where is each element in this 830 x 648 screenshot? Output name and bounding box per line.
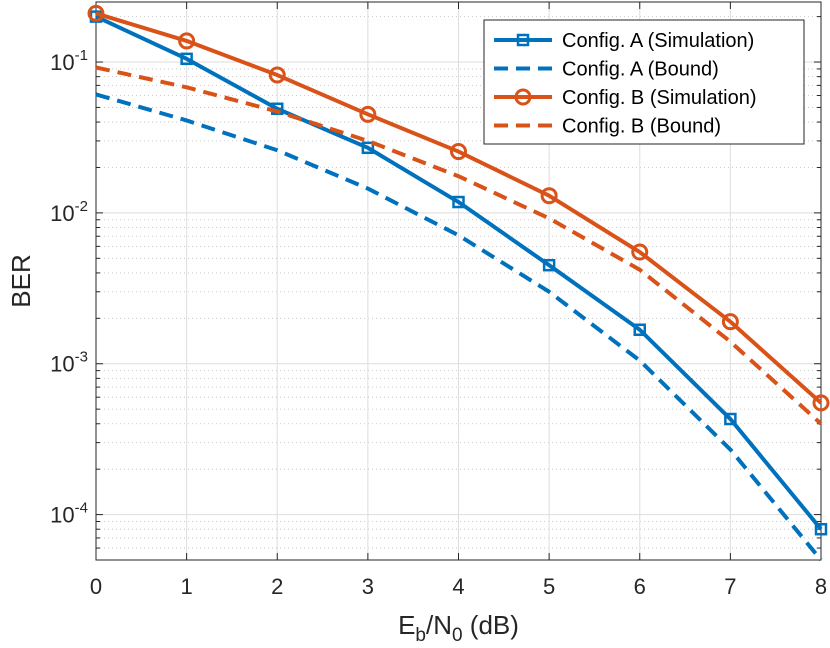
series-2 (95, 92, 823, 562)
legend-marker (514, 88, 532, 106)
axis-ticks: 0 1 2 3 4 5 6 7 8 10-1 10-2 10-3 10-4 (50, 2, 827, 599)
x-axis-label: Eb/N0 (dB) (398, 610, 519, 646)
series-line (95, 92, 823, 562)
legend-label: Config. B (Bound) (562, 116, 721, 138)
data-point (87, 4, 105, 22)
axis-labels: Eb/N0 (dB) BER (6, 254, 519, 646)
data-point (180, 52, 193, 66)
data-point (452, 195, 465, 209)
data-point (633, 323, 646, 336)
x-tick-label: 3 (362, 574, 374, 599)
data-point (724, 412, 737, 426)
x-tick-label: 7 (724, 574, 736, 599)
y-tick-label: 10-2 (50, 198, 88, 226)
x-tick-label: 1 (181, 574, 193, 599)
y-tick-label: 10-4 (50, 500, 88, 528)
data-point (178, 32, 196, 50)
x-tick-label: 2 (271, 574, 283, 599)
data-point (361, 141, 375, 155)
legend-label: Config. B (Simulation) (562, 87, 757, 109)
legend-label: Config. A (Bound) (562, 59, 719, 81)
x-tick-label: 4 (452, 574, 464, 599)
data-point (814, 522, 828, 536)
legend-marker (516, 33, 530, 47)
data-point (631, 243, 649, 261)
legend-item-4: Config. B (Bound) (494, 116, 721, 138)
y-tick-label: 10-1 (50, 47, 88, 75)
x-tick-label: 8 (815, 574, 827, 599)
legend-item-3: Config. B (Simulation) (494, 87, 757, 109)
data-point (542, 258, 556, 272)
legend-item-1: Config. A (Simulation) (494, 30, 754, 52)
y-axis-label: BER (6, 254, 36, 307)
series-line (95, 14, 823, 531)
data-point (359, 105, 377, 123)
legend-label: Config. A (Simulation) (562, 30, 754, 52)
series-line (95, 65, 823, 426)
data-point (268, 66, 286, 84)
data-point (812, 394, 830, 412)
legend: Config. A (Simulation) Config. A (Bound) C… (483, 19, 805, 145)
series-line (95, 11, 823, 405)
data-point (540, 187, 558, 205)
series-3 (87, 4, 830, 412)
x-tick-label: 6 (634, 574, 646, 599)
series-4 (95, 65, 823, 426)
x-tick-label: 0 (90, 574, 102, 599)
series-group (87, 4, 830, 562)
x-tick-label: 5 (543, 574, 555, 599)
legend-item-2: Config. A (Bound) (494, 59, 719, 81)
data-point (450, 143, 467, 161)
data-point (721, 313, 739, 331)
y-tick-label: 10-3 (50, 349, 88, 377)
